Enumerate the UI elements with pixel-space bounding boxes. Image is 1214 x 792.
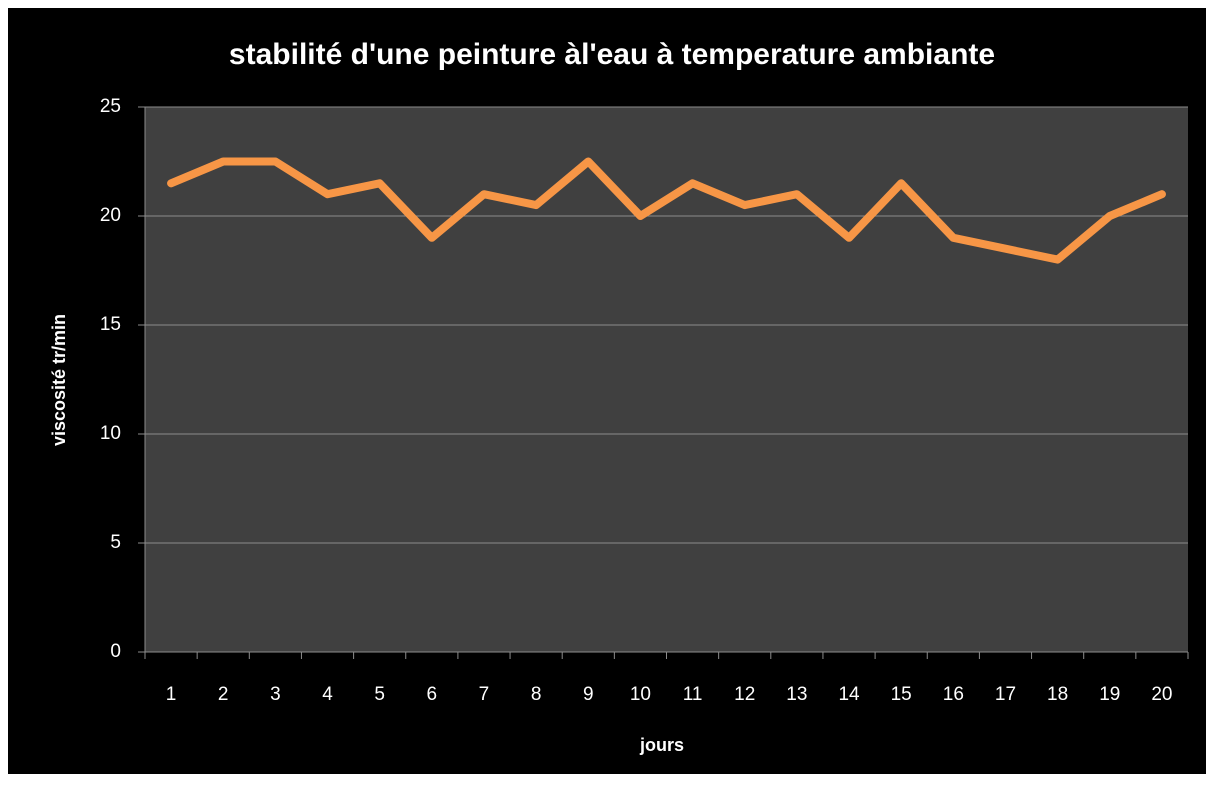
x-tick-label: 11 [683,684,703,705]
y-tick-label: 10 [100,423,121,444]
chart-title: stabilité d'une peinture àl'eau à temper… [229,38,995,71]
x-tick-label: 9 [583,684,594,705]
y-tick-label: 5 [110,532,121,553]
x-tick-label: 1 [166,684,177,705]
x-tick-label: 4 [322,684,333,705]
plot-area [145,107,1188,652]
x-tick-label: 5 [374,684,385,705]
y-tick-label: 20 [100,205,121,226]
x-tick-label: 17 [995,684,1016,705]
x-tick-label: 12 [734,684,755,705]
x-tick-label: 13 [786,684,807,705]
y-tick-label: 15 [100,314,121,335]
x-tick-label: 15 [891,684,912,705]
y-axis-label: viscosité tr/min [49,314,69,446]
x-tick-label: 6 [427,684,438,705]
x-tick-label: 16 [943,684,964,705]
x-tick-label: 19 [1099,684,1120,705]
x-tick-label: 2 [218,684,229,705]
x-tick-label: 3 [270,684,281,705]
y-tick-label: 0 [110,641,121,662]
y-tick-label: 25 [100,96,121,117]
series-line [167,157,1166,264]
x-tick-label: 8 [531,684,542,705]
x-tick-label: 10 [630,684,651,705]
x-tick-label: 14 [838,684,860,705]
x-axis-label: jours [639,735,684,755]
x-tick-label: 20 [1151,684,1172,705]
x-tick-label: 7 [479,684,490,705]
x-tick-label: 18 [1047,684,1068,705]
